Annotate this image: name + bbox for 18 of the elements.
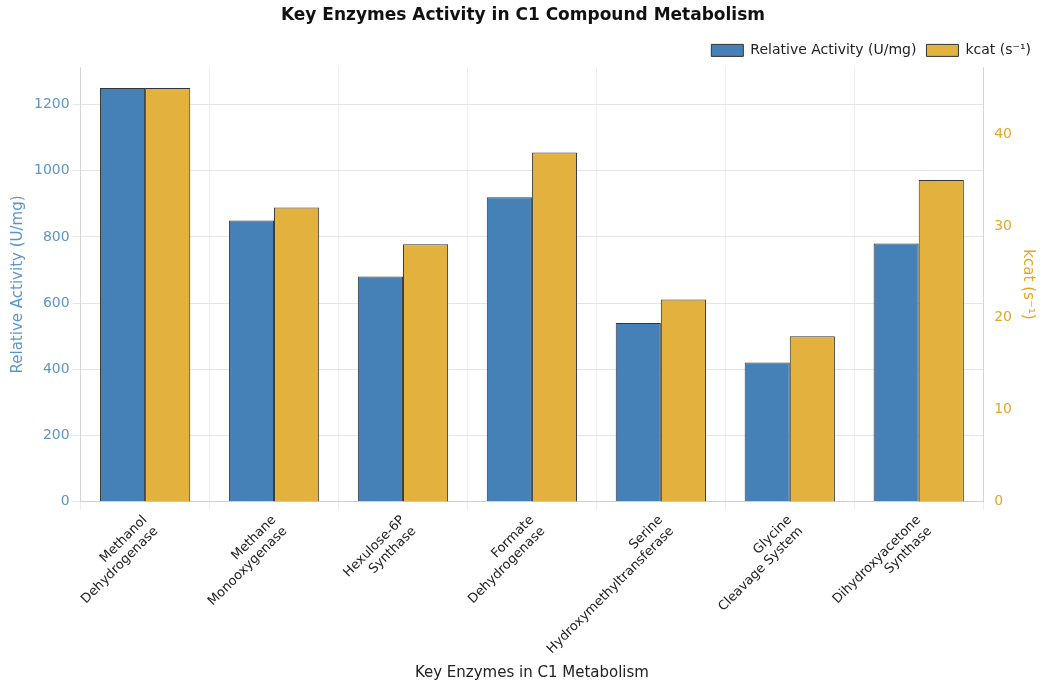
x-axis-title: Key Enzymes in C1 Metabolism [414,662,649,681]
y-tick-label: 0 [60,492,70,509]
y2-axis-title: kcat (s⁻¹) [1020,249,1039,320]
y2-tick-label: 40 [994,124,1013,141]
y-tick-label: 600 [42,293,70,310]
y-tick-label: 400 [42,359,70,376]
y2-tick-label: 10 [994,400,1013,417]
y-axis-title: Relative Activity (U/mg) [7,195,26,374]
chart-title: Key Enzymes Activity in C1 Compound Metabolism [280,3,766,24]
y-tick-label: 1200 [33,95,70,112]
legend-label: Relative Activity (U/mg) [750,41,917,58]
legend-label: kcat (s⁻¹) [965,41,1031,58]
y-tick-label: 800 [42,227,70,244]
y-tick-label: 1000 [33,161,70,178]
y2-tick-label: 30 [994,216,1013,233]
y2-tick-label: 0 [994,492,1004,509]
y-tick-label: 200 [42,426,70,443]
y2-tick-label: 20 [994,308,1013,325]
